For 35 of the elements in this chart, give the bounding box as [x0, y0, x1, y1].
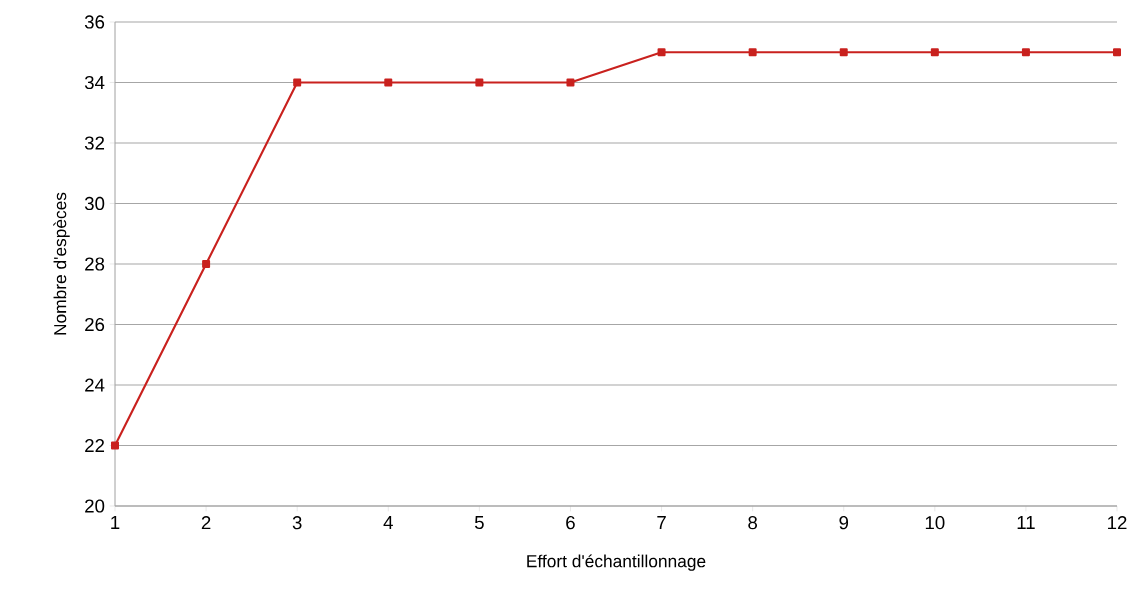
x-tick-label: 6: [566, 516, 575, 530]
y-tick-label: 24: [85, 378, 105, 392]
point: [475, 78, 484, 87]
x-tick-label: 4: [383, 516, 393, 529]
point: [930, 48, 939, 57]
x-tick-label: 11: [1017, 516, 1035, 529]
point: [748, 48, 757, 57]
y-tick-label: 36: [84, 15, 105, 29]
y-axis-title: Nombre d'espèces: [53, 192, 70, 335]
x-tick-label: 5: [474, 516, 484, 530]
x-tick-label: 12: [1108, 516, 1127, 530]
x-tick-label: 10: [925, 516, 945, 530]
y-tick-label: 34: [84, 75, 105, 90]
x-tick-label: 1: [111, 516, 120, 529]
point: [657, 48, 666, 57]
y-tick-label: 28: [85, 257, 105, 271]
y-tick-label: 26: [85, 317, 105, 332]
point: [384, 78, 393, 87]
point: [1113, 48, 1122, 57]
point: [839, 48, 848, 57]
point: [1021, 48, 1030, 57]
point: [111, 441, 120, 450]
y-tick-label: 22: [85, 438, 105, 453]
y-tick-label: 30: [84, 196, 105, 211]
point: [202, 259, 211, 268]
x-tick-label: 2: [201, 516, 211, 530]
point: [566, 78, 575, 87]
y-tick-label: 32: [84, 136, 105, 150]
x-tick-label: 9: [839, 516, 849, 530]
x-tick-label: 3: [292, 516, 302, 530]
x-axis-title: Effort d'échantillonnage: [527, 554, 706, 571]
x-tick-label: 7: [657, 516, 666, 529]
y-tick-label: 20: [85, 499, 105, 513]
point: [293, 78, 302, 87]
x-tick-label: 8: [748, 516, 758, 530]
